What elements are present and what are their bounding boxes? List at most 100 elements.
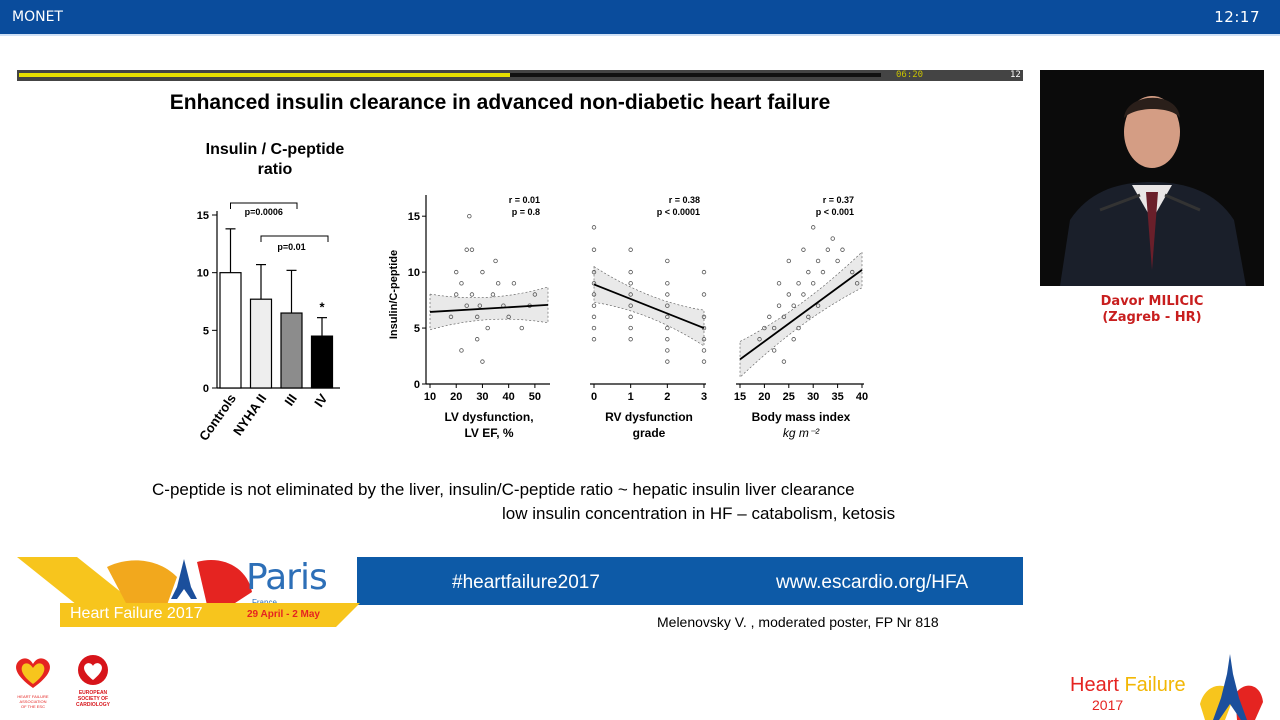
scatter-3-point [835,258,840,264]
scatter-2-point [665,303,670,308]
scatter-1-point [506,314,511,320]
scatter-3-x-label: Body mass index [752,410,851,424]
scatter-1-point [475,314,480,320]
scatter-1-point [511,281,517,286]
banner-hashtag: #heartfailure2017 [452,572,600,593]
bar-nyha-ii [249,298,273,389]
scatter-1-point [480,359,485,364]
banner-city: Paris [246,557,328,598]
scatter-2-point [665,314,670,320]
scatter-3-point [801,247,806,252]
brand-eiffel-logo [1200,654,1263,720]
brand-heart-failure: Heart Failure [1070,674,1186,696]
scatter-3-x-tick-label: 15 [734,391,746,403]
scatter-2-point [665,359,670,364]
scatter-2-point [665,292,670,297]
scatter-3-point [811,225,816,230]
scatter-1-y-tick-label: 0 [414,379,420,391]
scatter-1-point [493,258,498,264]
scatter-3-point [781,314,787,320]
bar-chart-y-tick-label: 15 [197,210,209,222]
esc-logo: EUROPEAN SOCIETY OF CARDIOLOGY [76,655,111,708]
scatter-3-point [854,281,860,286]
scatter-3-point [762,325,767,331]
scatter-2-point [665,281,670,286]
scatter-3-point [791,337,796,342]
scatter-2-point [628,269,633,275]
svg-text:CARDIOLOGY: CARDIOLOGY [76,702,111,708]
bar-chart-y-tick-label: 5 [203,325,209,337]
scatter-1-point [469,292,475,297]
svg-text:EUROPEAN: EUROPEAN [79,690,108,696]
scatter-2-point [591,337,597,342]
scatter-1-fit-line [429,304,549,313]
scatter-1-stat-p: p = 0.8 [512,207,540,217]
scatter-2-point [628,281,633,286]
scatter-1-point [519,325,524,331]
scatter-1-point [448,314,454,320]
bar-chart-y-tick-label: 10 [197,268,209,280]
scatter-1-point [490,292,496,297]
scatter-1-x-label-2: LV EF, % [464,426,513,440]
bar-chart-title: Insulin / C-peptide [206,141,345,158]
scatter-3-point [815,258,821,264]
scatter-2-point [628,292,633,297]
scatter-2-point [701,348,707,353]
playback-progress-bar[interactable]: 06:20 12:17 [17,70,1037,81]
scatter-2-fit-line [593,283,705,329]
scatter-3-point [757,337,762,342]
scatter-3-point [801,292,806,297]
scatter-3-point [767,314,772,320]
scatter-2-point [591,292,597,297]
scatter-3-point [840,247,845,252]
hfa-label: HEART FAILURE [17,694,49,699]
scatter-3-x-label-2: kg m⁻² [783,426,820,440]
scatter-3-point [811,281,816,286]
bar-iv [310,335,334,389]
scatter-2-x-tick-label: 0 [591,391,597,403]
scatter-3-stat-p: p < 0.001 [816,207,854,217]
brand-year: 2017 [1092,697,1124,713]
scatter-3-point [830,236,835,241]
scatter-3-point [786,292,791,297]
slide-charts: Insulin / C-peptideratio051015ControlsNY… [196,141,868,444]
scatter-2-point [591,269,597,275]
scatter-1-point [495,281,501,286]
scatter-2-x-tick-label: 3 [701,391,707,403]
caption-line-1: C-peptide is not eliminated by the liver… [152,480,855,499]
hfa-logo: HEART FAILURE ASSOCIATION OF THE ESC [16,658,50,709]
speaker-video [1040,70,1264,286]
svg-text:OF THE ESC: OF THE ESC [21,704,45,709]
scatter-2-x-label-2: grade [633,426,666,440]
scatter-2-point [628,247,633,252]
conference-banner [17,557,1023,605]
scatter-3-point [825,247,831,252]
banner-country: France [250,598,299,607]
app-top-bar: MONET 12:17 [0,0,1280,36]
scatter-2-x-tick-label: 2 [664,391,670,403]
scatter-1-x-tick-label: 40 [503,391,515,403]
scatter-2-x-tick-label: 1 [628,391,634,403]
banner-swoosh [17,557,252,605]
scatter-3-x-tick-label: 40 [856,391,868,403]
scatter-2-point [701,359,707,364]
scatter-3-point [776,303,782,308]
scatter-3-point [806,314,811,320]
scatter-3-x-tick-label: 35 [831,391,843,403]
scatter-1-y-tick-label: 5 [414,323,420,335]
scatter-1-x-tick-label: 50 [529,391,541,403]
eiffel-tower-icon [171,559,197,599]
scatter-3-point [781,359,787,364]
played-track [19,73,510,77]
total-time: 12:17 [1010,70,1038,80]
top-bar-edge [0,34,1280,36]
scatter-1-stat-r: r = 0.01 [509,195,540,205]
scatter-3-point [771,325,777,331]
buffered-track [509,73,881,77]
scatter-3-point [820,269,826,275]
caption-line-2: low insulin concentration in HF – catabo… [502,504,896,523]
scatter-3-fit-line [739,269,863,361]
scatter-2-point [665,337,670,342]
annotation-p0006: p=0.0006 [245,207,283,217]
scatter-2-point [628,314,633,320]
